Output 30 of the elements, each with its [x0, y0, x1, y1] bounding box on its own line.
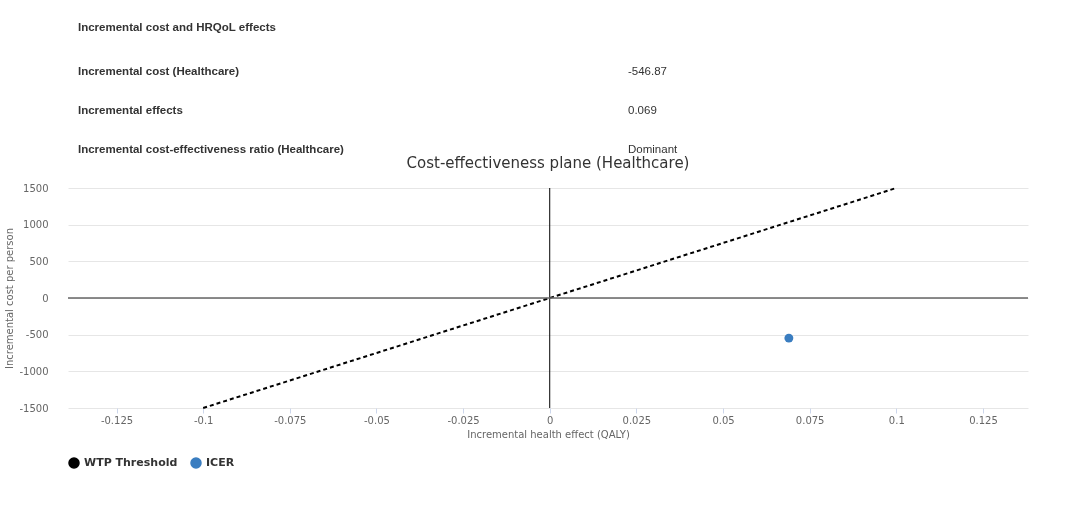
text: Incremental cost (Healthcare) [78, 65, 240, 77]
text: -546.87 [628, 65, 668, 77]
y-tick-label: 0 [42, 292, 49, 304]
x-tick-label: 0.1 [888, 414, 905, 426]
text: Incremental effects [78, 104, 183, 116]
text: Dominant [628, 143, 679, 155]
y-tick-label: -500 [25, 329, 49, 341]
y-tick-label: -1000 [19, 365, 49, 377]
y-axis-title: Incremental cost per person [4, 227, 16, 370]
text: Incremental cost and HRQoL effects [78, 21, 276, 33]
x-tick-label: 0.05 [712, 414, 735, 426]
x-tick-label: -0.125 [100, 414, 134, 426]
text: 0.069 [628, 104, 657, 116]
x-tick-label: 0.075 [795, 414, 825, 426]
y-tick-label: 500 [29, 255, 49, 267]
x-tick-label: -0.05 [364, 414, 390, 426]
x-tick-label: 0 [547, 414, 554, 426]
x-tick-label: -0.025 [447, 414, 480, 426]
x-tick-label: 0.025 [622, 414, 652, 426]
legend-label: WTP Threshold [84, 456, 178, 469]
y-tick-label: -1500 [19, 402, 49, 414]
text: Incremental cost-effectiveness ratio (Healthcare) [78, 143, 345, 155]
x-axis-title: Incremental health effect (QALY) [467, 428, 630, 440]
y-tick-label: 1000 [23, 219, 49, 231]
x-tick-label: 0.125 [969, 414, 998, 426]
legend-label: ICER [206, 456, 235, 469]
x-tick-label: -0.075 [274, 414, 307, 426]
y-tick-label: 1500 [23, 182, 49, 194]
x-tick-label: -0.1 [193, 414, 214, 426]
chart-title: Cost-effectiveness plane (Healthcare) [406, 154, 690, 172]
